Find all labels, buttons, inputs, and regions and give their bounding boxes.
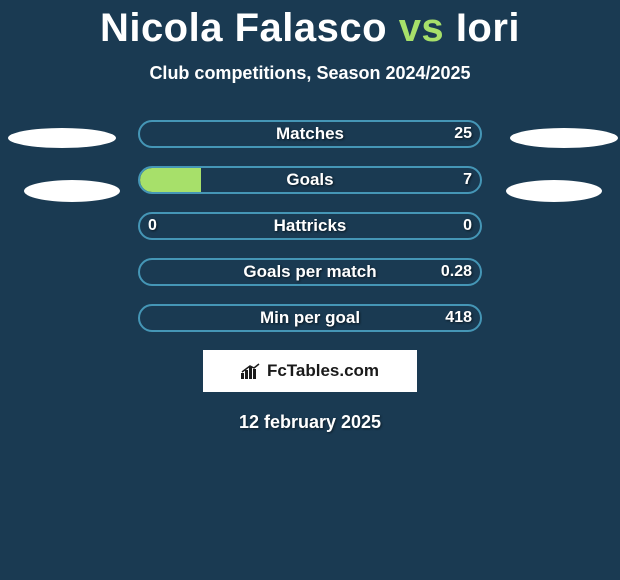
team-badge-placeholder — [506, 180, 602, 202]
stat-row: Min per goal418 — [138, 304, 482, 332]
stat-row: Matches25 — [138, 120, 482, 148]
stat-bars: Matches25 0Goals7 0Hattricks0 Goals per mat… — [0, 120, 620, 332]
fctables-badge[interactable]: FcTables.com — [203, 350, 417, 392]
stat-row: 0Goals7 — [138, 166, 482, 194]
stat-value-right: 25 — [454, 125, 472, 143]
stat-track — [138, 258, 482, 286]
chart-icon — [241, 363, 261, 379]
stat-track — [138, 304, 482, 332]
stat-row: 0Hattricks0 — [138, 212, 482, 240]
fctables-text: FcTables.com — [267, 361, 379, 381]
stat-track — [138, 166, 482, 194]
date-label: 12 february 2025 — [0, 412, 620, 433]
subtitle: Club competitions, Season 2024/2025 — [0, 63, 620, 84]
team-badge-placeholder — [8, 128, 116, 148]
stat-value-right: 418 — [445, 309, 472, 327]
team-badge-placeholder — [24, 180, 120, 202]
stat-row: Goals per match0.28 — [138, 258, 482, 286]
stat-track — [138, 212, 482, 240]
stat-value-right: 7 — [463, 171, 472, 189]
stat-track — [138, 120, 482, 148]
vs-label: vs — [399, 6, 445, 50]
stat-value-right: 0.28 — [441, 263, 472, 281]
stat-fill-left — [140, 168, 201, 192]
player1-name: Nicola Falasco — [100, 6, 387, 50]
player2-name: Iori — [456, 6, 520, 50]
comparison-title: Nicola Falasco vs Iori — [0, 0, 620, 51]
team-badge-placeholder — [510, 128, 618, 148]
stat-value-right: 0 — [463, 217, 472, 235]
